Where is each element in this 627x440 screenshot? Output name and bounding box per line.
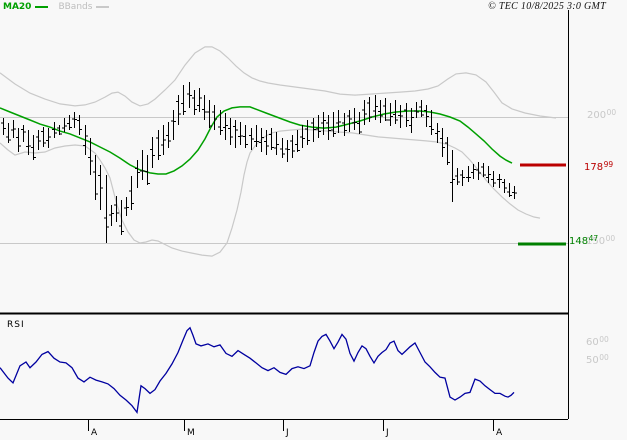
legend-bbands-line-swatch — [96, 6, 110, 8]
price-level-150-label: 15000 — [586, 234, 616, 247]
x-axis-month-label: J — [286, 428, 289, 438]
chart-legend: MA20 BBands — [3, 2, 110, 12]
x-axis-month-label: M — [187, 428, 195, 438]
ref-price-red-label: 17899 — [584, 160, 614, 173]
rsi-line — [0, 326, 515, 415]
ma20-line — [0, 106, 513, 175]
rsi-level-60-label: 6000 — [586, 335, 609, 348]
ref-price-green-label: 14847 — [569, 234, 599, 247]
x-axis-month-label: A — [91, 428, 98, 438]
x-axis-month-label: A — [496, 428, 503, 438]
x-axis-month-label: J — [386, 428, 389, 438]
rsi-panel-title: RSI — [7, 320, 25, 330]
bollinger-lower-band-line — [0, 128, 541, 257]
legend-bbands-label: BBands — [58, 2, 93, 12]
legend-ma20-line-swatch — [35, 6, 49, 8]
rsi-level-50-label: 5000 — [586, 353, 609, 366]
copyright-text: © TEC 10/8/2025 3:0 GMT — [488, 1, 606, 12]
legend-ma20-label: MA20 — [3, 2, 32, 12]
bollinger-upper-band-line — [0, 46, 557, 119]
price-level-200-label: 20000 — [587, 108, 617, 121]
